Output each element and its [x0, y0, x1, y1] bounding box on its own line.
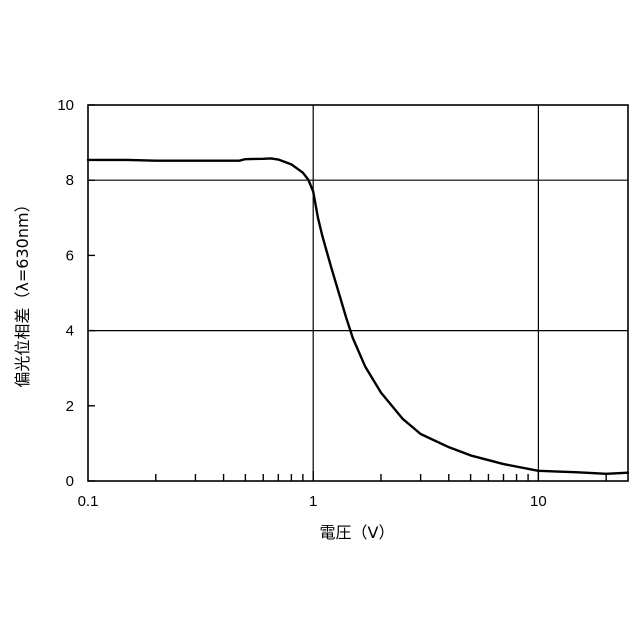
- y-tick-label: 8: [66, 172, 74, 189]
- x-tick-label: 0.1: [78, 493, 99, 510]
- y-tick-label: 4: [66, 323, 74, 340]
- x-tick-label: 10: [530, 493, 547, 510]
- y-tick-label: 0: [66, 473, 74, 490]
- y-tick-label: 2: [66, 398, 74, 415]
- y-axis-title: 偏光位相差（λ=630nm）: [13, 196, 32, 387]
- x-tick-label: 1: [309, 493, 317, 510]
- y-tick-label: 10: [57, 97, 74, 114]
- y-tick-label: 6: [66, 247, 74, 264]
- x-axis-title: 電圧（V）: [320, 523, 395, 542]
